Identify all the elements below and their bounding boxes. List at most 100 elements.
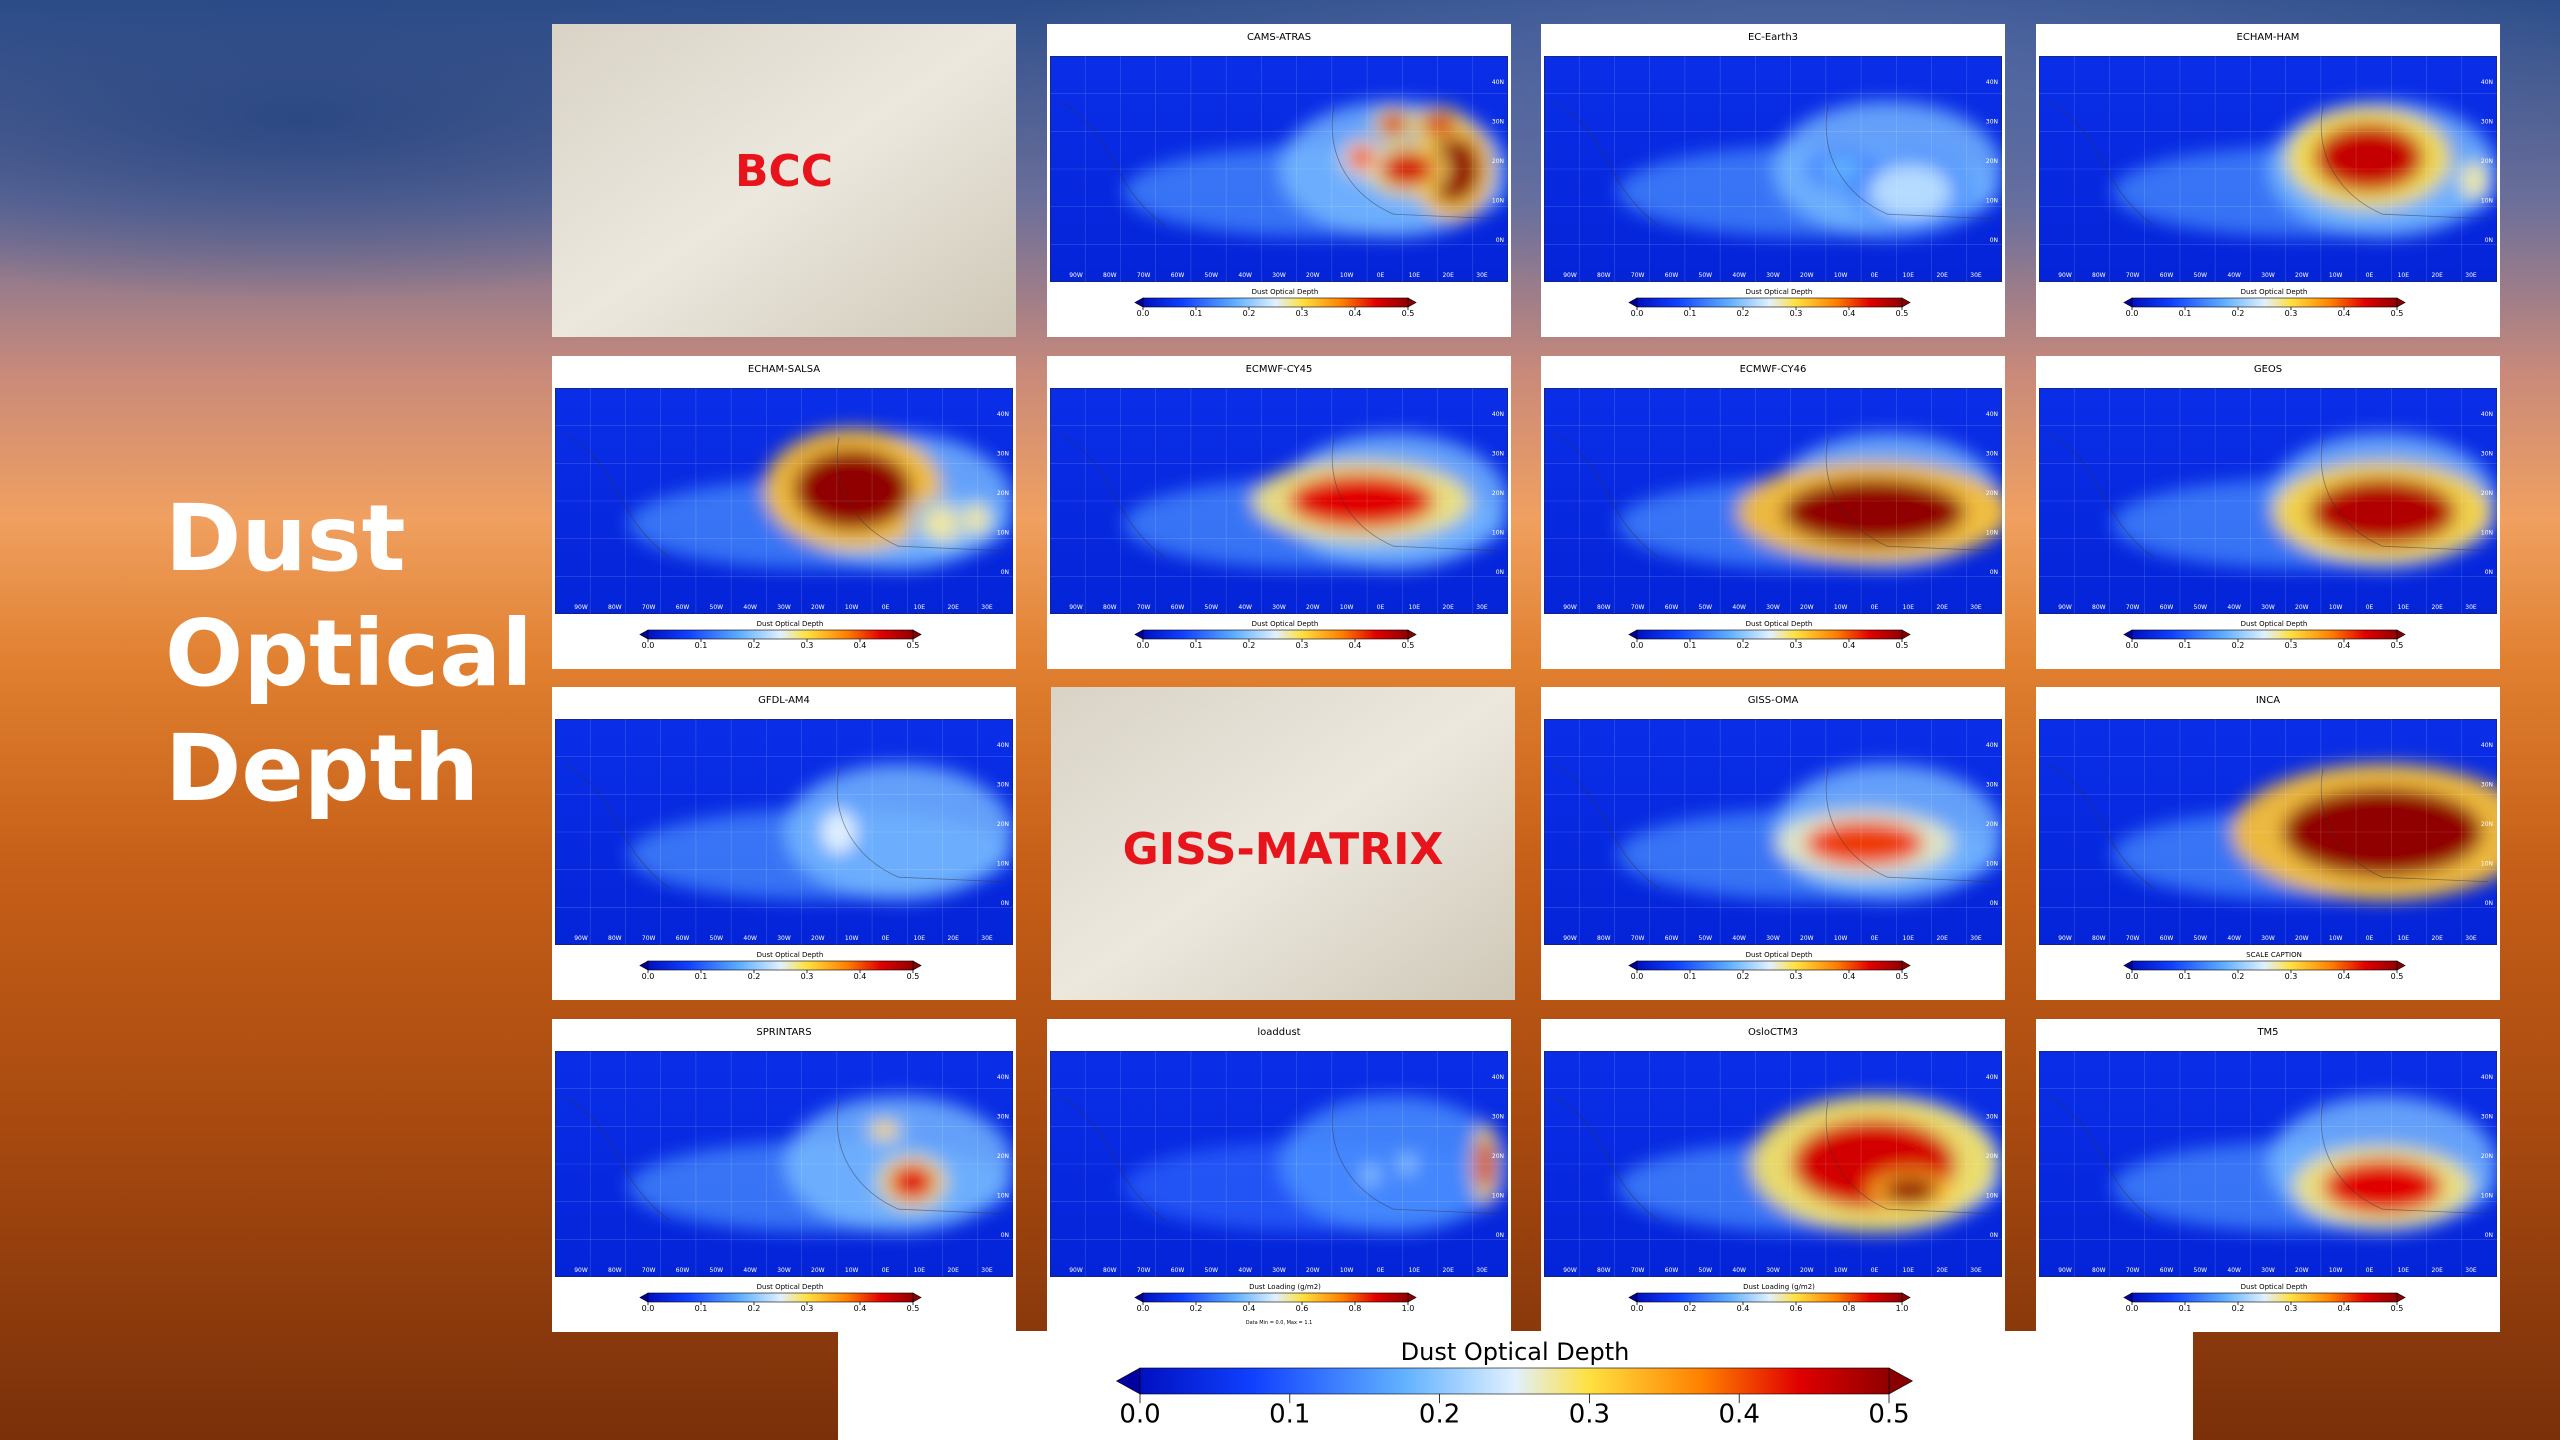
model-panel: ECMWF-CY4590W80W70W60W50W40W30W20W10W0E1… [1047,356,1511,669]
colorbar-tick-label: 0.3 [1296,641,1309,650]
longitude-label: 10W [845,1267,859,1274]
panel-title: ECHAM-SALSA [748,364,820,375]
longitude-label: 20W [1306,272,1320,279]
dust-core [1805,821,1924,866]
longitude-label: 30E [2465,935,2477,942]
panel-title: CAMS-ATRAS [1247,32,1311,43]
longitude-label: 90W [1563,935,1577,942]
latitude-label: 0N [1990,569,1998,576]
longitude-label: 70W [1631,935,1645,942]
colorbar-tick-label: 0.5 [907,641,920,650]
latitude-label: 30N [1986,119,1998,126]
latitude-label: 30N [1986,451,1998,458]
latitude-label: 20N [1492,158,1504,165]
longitude-label: 0E [1871,935,1879,942]
colorbar-tick-label: 0.2 [1190,1304,1203,1313]
latitude-label: 0N [1496,1232,1504,1239]
colorbar-tick-label: 0.6 [1296,1304,1309,1313]
dust-core [963,503,990,535]
dust-core [1883,1178,1938,1205]
longitude-label: 90W [574,1267,588,1274]
longitude-label: 70W [2126,935,2140,942]
model-panel: OsloCTM390W80W70W60W50W40W30W20W10W0E10E… [1541,1019,2005,1332]
longitude-label: 50W [710,604,724,611]
colorbar-tick-label: 0.2 [1737,309,1750,318]
latitude-label: 10N [1492,198,1504,205]
longitude-label: 80W [2092,272,2106,279]
colorbar [1143,298,1408,307]
longitude-label: 30E [981,935,993,942]
latitude-label: 20N [2481,158,2493,165]
panel-title: EC-Earth3 [1748,32,1798,43]
longitude-label: 30E [1476,272,1488,279]
map [2039,56,2497,282]
latitude-label: 40N [1492,411,1504,418]
colorbar-tick-label: 0.2 [1684,1304,1697,1313]
longitude-label: 50W [2194,935,2208,942]
colorbar-tick-label: 0.1 [695,972,708,981]
longitude-label: 10E [1409,272,1421,279]
dust-core [1869,164,1951,218]
longitude-label: 60W [1171,272,1185,279]
longitude-label: 90W [574,604,588,611]
colorbar-tick-label: 0.3 [1790,309,1803,318]
longitude-label: 50W [2194,604,2208,611]
latitude-label: 20N [2481,821,2493,828]
longitude-label: 20E [1936,604,1948,611]
longitude-label: 50W [1205,604,1219,611]
longitude-label: 20W [1800,272,1814,279]
colorbar-tick-label: 0.0 [1119,1400,1160,1430]
slide-title: Dust Optical Depth [165,485,533,822]
panel-title: ECHAM-HAM [2237,32,2300,43]
longitude-label: 80W [2092,604,2106,611]
longitude-label: 30W [2261,272,2275,279]
colorbar [1140,1368,1889,1394]
colorbar-tick-label: 0.1 [2179,972,2192,981]
longitude-label: 30W [2261,935,2275,942]
latitude-label: 10N [997,1193,1009,1200]
longitude-label: 50W [1699,935,1713,942]
longitude-label: 40W [2227,272,2241,279]
latitude-label: 40N [1492,79,1504,86]
longitude-label: 10E [914,1267,926,1274]
longitude-label: 0E [882,935,890,942]
colorbar-tick-label: 0.0 [1631,641,1644,650]
latitude-label: 30N [997,782,1009,789]
colorbar-tick-label: 0.3 [1296,309,1309,318]
longitude-label: 10E [2398,272,2410,279]
dust-core [1421,113,1458,136]
longitude-label: 70W [642,935,656,942]
latitude-label: 10N [1492,530,1504,537]
model-panel: INCA90W80W70W60W50W40W30W20W10W0E10E20E3… [2036,687,2534,1000]
latitude-label: 40N [2481,1074,2493,1081]
longitude-label: 10W [1834,604,1848,611]
longitude-label: 90W [1563,272,1577,279]
longitude-label: 80W [1597,272,1611,279]
colorbar-tick-label: 0.3 [2285,972,2298,981]
latitude-label: 20N [1986,821,1998,828]
longitude-label: 90W [2058,1267,2072,1274]
dust-core [1782,478,1965,546]
latitude-label: 30N [1492,1114,1504,1121]
longitude-label: 0E [2366,935,2374,942]
longitude-label: 50W [710,1267,724,1274]
longitude-label: 20E [947,604,959,611]
longitude-label: 70W [2126,1267,2140,1274]
colorbar-caption: Dust Optical Depth [1252,288,1319,296]
longitude-label: 10E [1903,604,1915,611]
colorbar-note: Data Min = 0.0, Max = 1.1 [1246,1320,1313,1326]
title-line: Optical [165,600,533,707]
latitude-label: 40N [1986,1074,1998,1081]
dust-core [1380,113,1407,136]
latitude-label: 0N [1001,1232,1009,1239]
longitude-label: 20E [1442,604,1454,611]
longitude-label: 10E [2398,1267,2410,1274]
longitude-label: 50W [1699,604,1713,611]
longitude-label: 30W [1766,1267,1780,1274]
longitude-label: 90W [1563,604,1577,611]
colorbar [1143,1293,1408,1302]
colorbar-tick-label: 0.4 [1349,641,1362,650]
colorbar-tick-label: 0.2 [1419,1400,1460,1430]
latitude-label: 10N [1986,198,1998,205]
